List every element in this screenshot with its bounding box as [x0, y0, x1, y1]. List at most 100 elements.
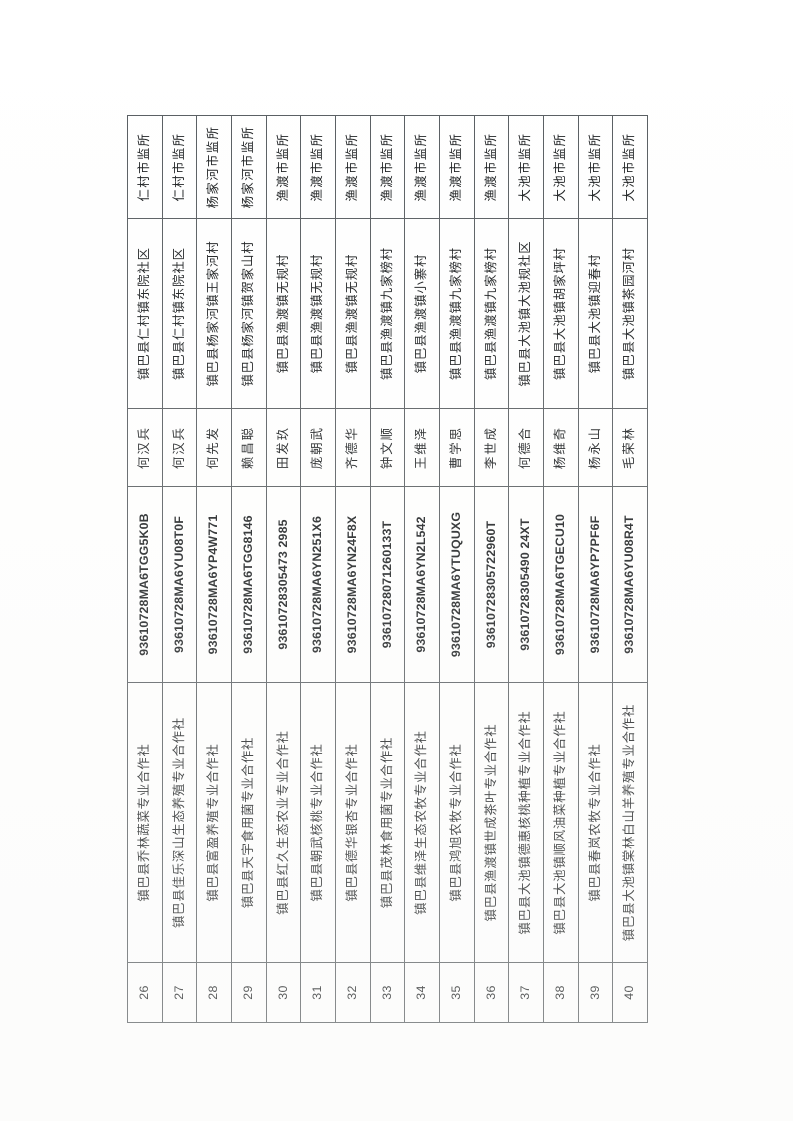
- table-row: 30 镇巴县红久生态农业专业合作社 93610728305473 2985 田发玖 镇巴…: [266, 115, 301, 1023]
- rotated-table-inner: 26 镇巴县乔林蔬菜专业合作社 93610728MA6TGG5K0B 何汉兵 镇巴县仁村…: [127, 115, 648, 1023]
- registry-table: 26 镇巴县乔林蔬菜专业合作社 93610728MA6TGG5K0B 何汉兵 镇巴县仁村…: [127, 115, 648, 1023]
- cell-credit-code: 93610728MA6TGG5K0B: [127, 486, 163, 683]
- cell-market-supervision-office: 杨家河市监所: [196, 115, 232, 219]
- cell-address: 镇巴县渔渡镇小寨村: [404, 218, 440, 409]
- table-row: 39 镇巴县春岚农牧专业合作社 93610728MA6YP7PF6F 杨永山 镇巴县大池…: [578, 115, 613, 1023]
- cell-legal-representative: 钟文顺: [370, 408, 405, 487]
- cell-serial-number: 31: [300, 962, 336, 1023]
- cell-legal-representative: 何德合: [508, 408, 544, 487]
- cell-address: 镇巴县大池镇大池规社区: [508, 218, 544, 409]
- cell-address: 镇巴县杨家河镇贺家山村: [231, 218, 267, 409]
- cell-cooperative-name: 镇巴县春岚农牧专业合作社: [578, 682, 613, 963]
- cell-serial-number: 37: [508, 962, 544, 1023]
- table-row: 36 镇巴县渔渡镇世成茶叶专业合作社 93610728305722960T 李世成 镇巴…: [474, 115, 509, 1023]
- cell-address: 镇巴县大池镇胡家坪村: [543, 218, 579, 409]
- cell-serial-number: 30: [266, 962, 301, 1023]
- cell-market-supervision-office: 渔渡市监所: [439, 115, 475, 219]
- cell-legal-representative: 庞朝武: [300, 408, 336, 487]
- cell-market-supervision-office: 大池市监所: [612, 115, 648, 219]
- cell-legal-representative: 杨永山: [578, 408, 613, 487]
- cell-address: 镇巴县渔渡镇九家榜村: [439, 218, 475, 409]
- cell-cooperative-name: 镇巴县乔林蔬菜专业合作社: [127, 682, 163, 963]
- cell-serial-number: 35: [439, 962, 475, 1023]
- cell-cooperative-name: 镇巴县富盈养殖专业合作社: [196, 682, 232, 963]
- table-row: 31 镇巴县朝武核桃专业合作社 93610728MA6YN251X6 庞朝武 镇巴县渔渡…: [300, 115, 336, 1023]
- cell-legal-representative: 田发玖: [266, 408, 301, 487]
- cell-legal-representative: 杨维奇: [543, 408, 579, 487]
- cell-address: 镇巴县渔渡镇无规村: [335, 218, 371, 409]
- cell-address: 镇巴县大池镇迎春村: [578, 218, 613, 409]
- cell-credit-code: 93610728MA6YN24F8X: [335, 486, 371, 683]
- cell-serial-number: 36: [474, 962, 509, 1023]
- cell-address: 镇巴县渔渡镇九家榜村: [474, 218, 509, 409]
- cell-legal-representative: 何先发: [196, 408, 232, 487]
- cell-legal-representative: 赖昌聪: [231, 408, 267, 487]
- table-row: 37 镇巴县大池镇德惠核桃种植专业合作社 93610728305490 24XT 何德…: [508, 115, 544, 1023]
- cell-market-supervision-office: 渔渡市监所: [370, 115, 405, 219]
- cell-cooperative-name: 镇巴县天宇食用菌专业合作社: [231, 682, 267, 963]
- cell-credit-code: 93610728MA6YP7PF6F: [578, 486, 613, 683]
- cell-serial-number: 34: [404, 962, 440, 1023]
- cell-credit-code: 93610728071260133T: [370, 486, 405, 683]
- cell-address: 镇巴县渔渡镇无规村: [266, 218, 301, 409]
- cell-address: 镇巴县仁村镇东院社区: [127, 218, 163, 409]
- table-row: 34 镇巴县维泽生态农牧专业合作社 93610728MA6YN2L542 王维泽 镇巴县…: [404, 115, 440, 1023]
- cell-serial-number: 27: [162, 962, 197, 1023]
- cell-market-supervision-office: 仁村市监所: [162, 115, 197, 219]
- cell-cooperative-name: 镇巴县大池镇德惠核桃种植专业合作社: [508, 682, 544, 963]
- cell-serial-number: 29: [231, 962, 267, 1023]
- cell-cooperative-name: 镇巴县茂林食用菌专业合作社: [370, 682, 405, 963]
- cell-cooperative-name: 镇巴县鸿旭农牧专业合作社: [439, 682, 475, 963]
- table-row: 35 镇巴县鸿旭农牧专业合作社 93610728MA6YTUQUXG 曹学思 镇巴县渔渡…: [439, 115, 475, 1023]
- cell-legal-representative: 王维泽: [404, 408, 440, 487]
- cell-credit-code: 93610728MA6YTUQUXG: [439, 486, 475, 683]
- cell-market-supervision-office: 大池市监所: [508, 115, 544, 219]
- cell-cooperative-name: 镇巴县德华银杏专业合作社: [335, 682, 371, 963]
- cell-serial-number: 32: [335, 962, 371, 1023]
- cell-serial-number: 40: [612, 962, 648, 1023]
- cell-serial-number: 26: [127, 962, 163, 1023]
- cell-legal-representative: 何汉兵: [127, 408, 163, 487]
- cell-credit-code: 93610728MA6TGG8146: [231, 486, 267, 683]
- table-row: 28 镇巴县富盈养殖专业合作社 93610728MA6YP4W771 何先发 镇巴县杨家…: [196, 115, 232, 1023]
- rotated-table-wrapper: 26 镇巴县乔林蔬菜专业合作社 93610728MA6TGG5K0B 何汉兵 镇巴县仁村…: [127, 115, 648, 1023]
- cell-legal-representative: 何汉兵: [162, 408, 197, 487]
- cell-market-supervision-office: 大池市监所: [578, 115, 613, 219]
- cell-credit-code: 93610728MA6YP4W771: [196, 486, 232, 683]
- cell-cooperative-name: 镇巴县大池镇顺风油菜种植专业合作社: [543, 682, 579, 963]
- table-body: 26 镇巴县乔林蔬菜专业合作社 93610728MA6TGG5K0B 何汉兵 镇巴县仁村…: [127, 115, 648, 1023]
- cell-credit-code: 93610728MA6YU08T0F: [162, 486, 197, 683]
- cell-credit-code: 93610728MA6YN251X6: [300, 486, 336, 683]
- cell-legal-representative: 曹学思: [439, 408, 475, 487]
- cell-cooperative-name: 镇巴县渔渡镇世成茶叶专业合作社: [474, 682, 509, 963]
- cell-serial-number: 38: [543, 962, 579, 1023]
- cell-address: 镇巴县大池镇茶园河村: [612, 218, 648, 409]
- table-row: 40 镇巴县大池镇棠林白山羊养殖专业合作社 93610728MA6YU08R4T 毛荣…: [612, 115, 648, 1023]
- cell-market-supervision-office: 仁村市监所: [127, 115, 163, 219]
- cell-credit-code: 93610728305490 24XT: [508, 486, 544, 683]
- cell-legal-representative: 毛荣林: [612, 408, 648, 487]
- cell-address: 镇巴县渔渡镇无规村: [300, 218, 336, 409]
- cell-credit-code: 93610728305473 2985: [266, 486, 301, 683]
- cell-serial-number: 33: [370, 962, 405, 1023]
- cell-market-supervision-office: 杨家河市监所: [231, 115, 267, 219]
- cell-cooperative-name: 镇巴县大池镇棠林白山羊养殖专业合作社: [612, 682, 648, 963]
- cell-address: 镇巴县渔渡镇九家榜村: [370, 218, 405, 409]
- cell-market-supervision-office: 渔渡市监所: [404, 115, 440, 219]
- cell-market-supervision-office: 渔渡市监所: [266, 115, 301, 219]
- cell-credit-code: 93610728MA6YU08R4T: [612, 486, 648, 683]
- cell-legal-representative: 齐德华: [335, 408, 371, 487]
- cell-cooperative-name: 镇巴县佳乐深山生态养殖专业合作社: [162, 682, 197, 963]
- cell-market-supervision-office: 大池市监所: [543, 115, 579, 219]
- cell-cooperative-name: 镇巴县红久生态农业专业合作社: [266, 682, 301, 963]
- cell-cooperative-name: 镇巴县朝武核桃专业合作社: [300, 682, 336, 963]
- cell-credit-code: 93610728305722960T: [474, 486, 509, 683]
- cell-address: 镇巴县仁村镇东院社区: [162, 218, 197, 409]
- cell-cooperative-name: 镇巴县维泽生态农牧专业合作社: [404, 682, 440, 963]
- cell-serial-number: 28: [196, 962, 232, 1023]
- cell-legal-representative: 李世成: [474, 408, 509, 487]
- table-row: 38 镇巴县大池镇顺风油菜种植专业合作社 93610728MA6TGECU10 杨维奇…: [543, 115, 579, 1023]
- table-row: 33 镇巴县茂林食用菌专业合作社 93610728071260133T 钟文顺 镇巴县渔…: [370, 115, 405, 1023]
- table-row: 29 镇巴县天宇食用菌专业合作社 93610728MA6TGG8146 赖昌聪 镇巴县杨…: [231, 115, 267, 1023]
